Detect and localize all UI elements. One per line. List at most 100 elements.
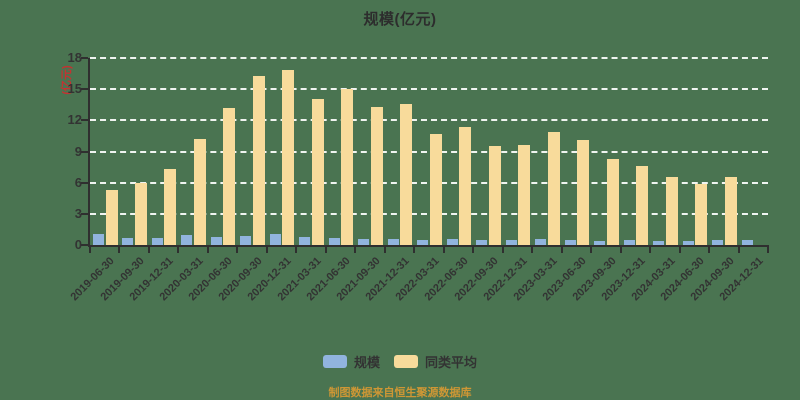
bar-average bbox=[282, 70, 295, 245]
bar-average bbox=[636, 166, 649, 245]
x-axis-tick-mark bbox=[737, 247, 740, 253]
bar-scale bbox=[299, 236, 311, 245]
y-axis-tick-mark bbox=[81, 57, 88, 59]
legend-label-scale: 规模 bbox=[353, 354, 380, 370]
bar-average bbox=[105, 189, 118, 245]
x-axis-tick-mark bbox=[147, 247, 150, 253]
x-axis-tick-mark bbox=[560, 247, 563, 253]
gridline bbox=[90, 88, 768, 91]
x-axis-tick-mark bbox=[472, 247, 475, 253]
bar-scale bbox=[240, 235, 252, 245]
bar-scale bbox=[151, 237, 163, 245]
bar-scale bbox=[387, 239, 399, 245]
x-axis-tick-mark bbox=[265, 247, 268, 253]
x-axis-tick-mark bbox=[206, 247, 209, 253]
plot-area bbox=[90, 57, 768, 245]
x-axis-tick-mark bbox=[531, 247, 534, 253]
bar-average bbox=[459, 126, 472, 245]
gridline bbox=[90, 212, 768, 215]
bar-average bbox=[370, 106, 383, 245]
y-axis-tick-label: 15 bbox=[67, 81, 82, 97]
data-source-note: 制图数据来自恒生聚源数据库 bbox=[328, 387, 472, 399]
x-axis-tick-mark bbox=[383, 247, 386, 253]
y-axis-tick-mark bbox=[81, 150, 88, 153]
bar-scale bbox=[181, 234, 193, 245]
legend-swatch-average-icon bbox=[394, 354, 418, 368]
y-axis-tick-label: 9 bbox=[74, 143, 82, 159]
x-axis-tick-mark bbox=[324, 247, 327, 253]
bar-average bbox=[665, 177, 678, 245]
x-axis-tick-mark bbox=[177, 247, 180, 253]
chart-title: 规模(亿元) bbox=[363, 11, 437, 28]
x-axis-tick-mark bbox=[590, 247, 593, 253]
y-axis-line bbox=[88, 58, 90, 247]
bar-average bbox=[311, 98, 324, 245]
y-axis-tick-mark bbox=[81, 119, 88, 122]
x-axis-line bbox=[88, 245, 769, 247]
bar-scale bbox=[535, 238, 547, 245]
y-axis-tick-label: 12 bbox=[67, 112, 82, 128]
bar-average bbox=[134, 182, 147, 245]
bar-scale bbox=[712, 240, 724, 245]
bar-average bbox=[606, 158, 619, 245]
bar-scale bbox=[122, 237, 134, 245]
bar-average bbox=[429, 133, 442, 245]
bar-average bbox=[223, 107, 236, 245]
legend-item-average[interactable]: 同类平均 bbox=[394, 352, 477, 371]
bar-average bbox=[252, 75, 265, 245]
x-axis-tick-mark bbox=[236, 247, 239, 253]
bar-scale bbox=[93, 233, 104, 245]
y-axis-tick-mark bbox=[81, 88, 88, 91]
x-axis-tick-mark bbox=[354, 247, 357, 253]
y-axis-tick-label: 3 bbox=[74, 205, 82, 221]
bar-average bbox=[400, 103, 413, 245]
bar-average bbox=[164, 169, 177, 245]
legend: 规模 同类平均 bbox=[0, 352, 800, 370]
gridline bbox=[90, 57, 768, 59]
y-axis-tick-label: 6 bbox=[74, 174, 82, 190]
bar-scale bbox=[564, 239, 576, 245]
x-axis-tick-mark bbox=[649, 247, 652, 253]
bar-scale bbox=[653, 240, 665, 245]
x-axis-tick-mark bbox=[442, 247, 445, 253]
x-axis-tick-mark bbox=[767, 247, 769, 253]
x-axis-tick-mark bbox=[501, 247, 504, 253]
bar-average bbox=[724, 177, 737, 245]
x-axis-tick-mark bbox=[619, 247, 622, 253]
x-axis-tick-mark bbox=[413, 247, 416, 253]
bar-average bbox=[341, 89, 354, 245]
bar-average bbox=[193, 139, 206, 245]
bar-average bbox=[547, 131, 560, 245]
y-axis-tick-label: 0 bbox=[74, 237, 82, 252]
bar-average bbox=[488, 146, 501, 245]
bar-scale bbox=[741, 240, 753, 245]
bar-average bbox=[577, 140, 590, 245]
bar-scale bbox=[476, 240, 488, 245]
bar-scale bbox=[358, 238, 370, 245]
y-axis-tick-label: 18 bbox=[67, 50, 82, 65]
bar-scale bbox=[682, 240, 694, 245]
bar-scale bbox=[594, 240, 606, 245]
bar-average bbox=[695, 183, 708, 245]
gridline bbox=[90, 119, 768, 122]
x-axis-tick-mark bbox=[118, 247, 121, 253]
x-axis-tick-mark bbox=[295, 247, 298, 253]
legend-swatch-scale-icon bbox=[322, 354, 347, 368]
y-axis-tick-mark bbox=[81, 212, 88, 215]
legend-item-scale[interactable]: 规模 bbox=[322, 352, 380, 371]
x-axis-tick-mark bbox=[678, 247, 681, 253]
gridline bbox=[90, 181, 768, 184]
gridline bbox=[90, 150, 768, 153]
legend-label-average: 同类平均 bbox=[425, 354, 478, 370]
bar-scale bbox=[417, 240, 429, 245]
bar-scale bbox=[269, 233, 281, 245]
bar-scale bbox=[210, 236, 222, 245]
y-axis-tick-mark bbox=[81, 244, 88, 246]
bar-scale bbox=[623, 240, 635, 245]
y-axis-tick-mark bbox=[81, 181, 88, 184]
bar-scale bbox=[328, 237, 340, 245]
bar-scale bbox=[505, 239, 517, 245]
bar-scale bbox=[446, 239, 458, 245]
bar-average bbox=[518, 145, 531, 245]
